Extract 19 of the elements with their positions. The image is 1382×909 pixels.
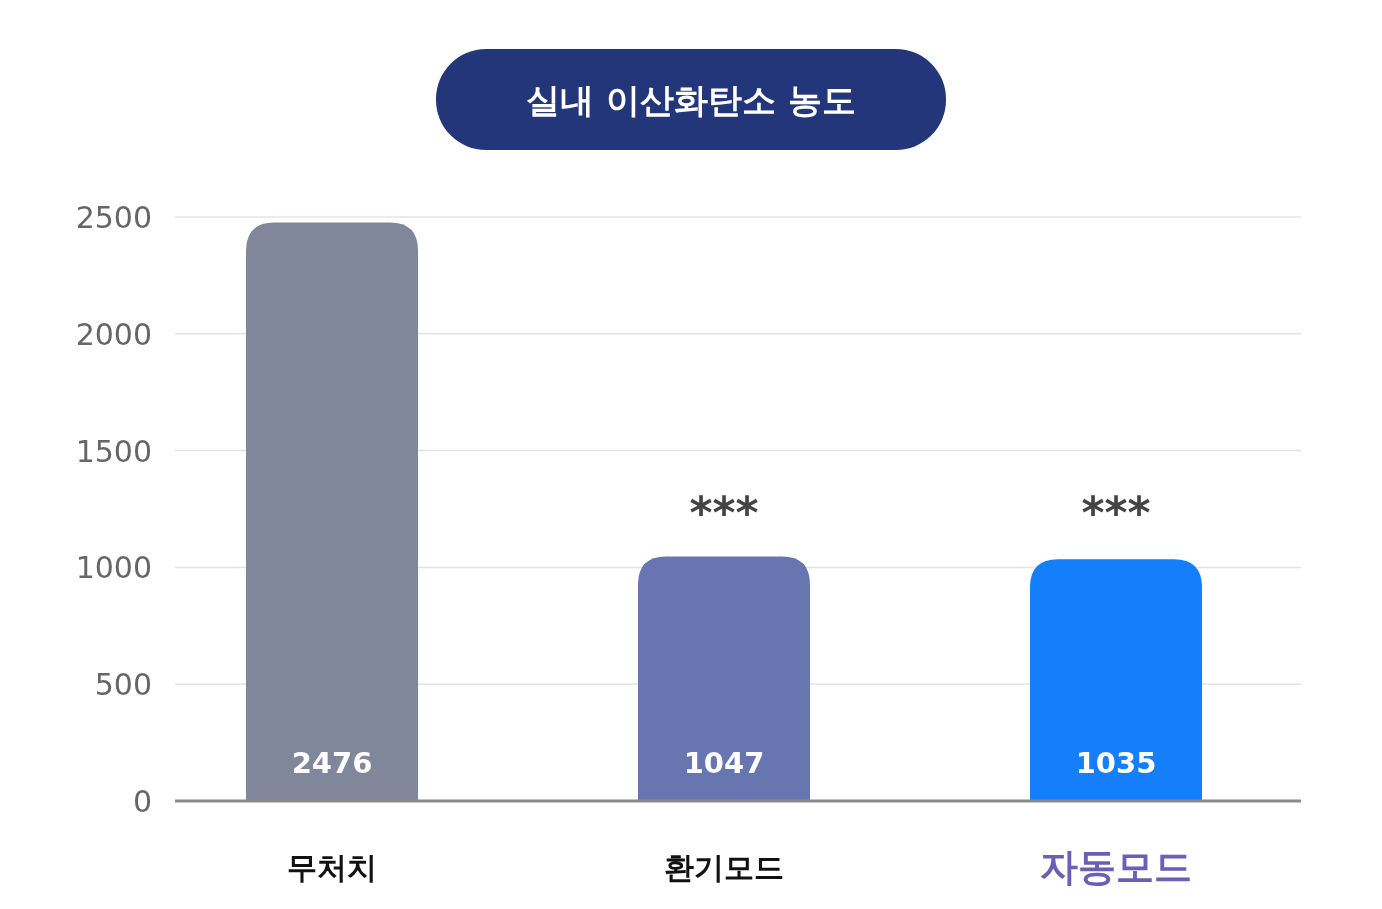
bar: [1030, 559, 1202, 801]
annotation: ***: [1081, 487, 1151, 539]
chart-title: 실내 이산화탄소 농도: [526, 80, 856, 120]
y-tick-label: 1500: [75, 433, 152, 469]
data-label: 2476: [291, 746, 373, 780]
data-label: 1047: [683, 746, 765, 780]
x-tick-label: 환기모드: [664, 850, 784, 885]
y-tick-label: 500: [94, 667, 152, 703]
annotation: ***: [689, 487, 759, 539]
y-tick-label: 0: [132, 784, 152, 819]
y-tick-label: 2000: [75, 316, 152, 352]
title: 실내 이산화탄소 농도: [436, 49, 946, 150]
x-tick-label: 무처치: [287, 850, 377, 885]
bar: [638, 556, 810, 801]
y-tick-label: 1000: [75, 550, 152, 586]
y-tick-label: 2500: [75, 200, 152, 235]
data-label: 1035: [1075, 746, 1157, 780]
x-tick-label: 자동모드: [1040, 845, 1192, 889]
bar: [246, 222, 418, 801]
